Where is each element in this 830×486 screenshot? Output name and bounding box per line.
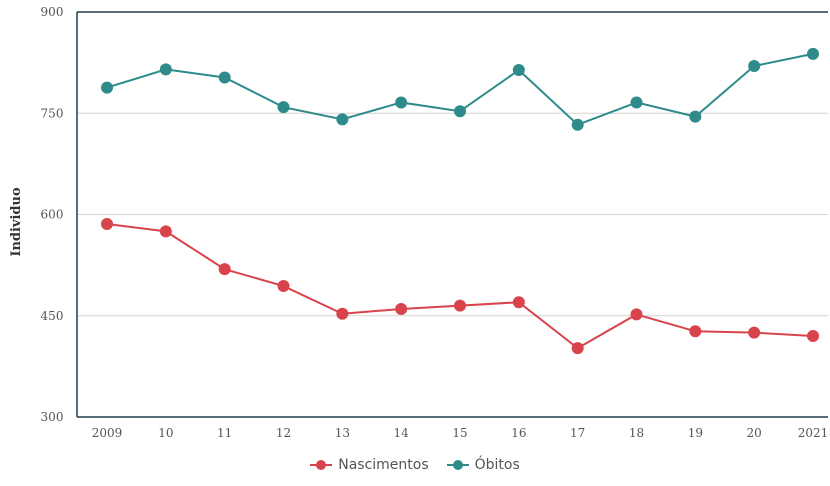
grid-lines	[77, 112, 828, 317]
data-point-nascimentos	[218, 263, 231, 276]
x-tick-label: 19	[688, 426, 703, 440]
legend: Nascimentos Óbitos	[0, 457, 830, 473]
x-tick-label: 18	[629, 426, 644, 440]
x-tick-label: 2021	[798, 426, 829, 440]
data-point-obitos	[395, 96, 408, 109]
data-point-obitos	[336, 113, 349, 126]
data-point-nascimentos	[454, 299, 466, 312]
series-line-nascimentos	[106, 222, 814, 350]
data-point-obitos	[218, 71, 231, 84]
x-tick-label: 15	[452, 426, 467, 440]
x-tick-label: 14	[394, 426, 410, 440]
data-point-nascimentos	[512, 296, 525, 309]
legend-label: Óbitos	[474, 457, 520, 473]
data-point-obitos	[630, 96, 643, 109]
legend-item-obitos[interactable]: Óbitos	[446, 457, 520, 473]
data-point-obitos	[101, 81, 113, 94]
legend-marker-nascimentos	[310, 459, 333, 471]
y-tick-labels: 300 450 600 750 900	[41, 5, 64, 424]
axes	[76, 11, 828, 418]
y-tick-label: 450	[41, 309, 64, 323]
data-point-obitos	[454, 105, 466, 118]
x-tick-label: 10	[158, 426, 173, 440]
data-point-nascimentos	[748, 326, 761, 339]
data-point-obitos	[277, 101, 290, 114]
data-point-nascimentos	[807, 330, 819, 342]
y-tick-label: 750	[41, 106, 64, 120]
x-tick-labels: 2009 10 11 12 13 14 15 16 17 18 19 20 20…	[92, 426, 829, 440]
data-point-nascimentos	[630, 308, 643, 321]
data-point-nascimentos	[689, 325, 702, 338]
y-tick-label: 600	[41, 208, 64, 222]
data-point-nascimentos	[159, 225, 172, 238]
data-point-obitos	[689, 110, 702, 123]
legend-label: Nascimentos	[338, 457, 429, 473]
series	[101, 47, 819, 355]
x-tick-label: 11	[217, 426, 232, 440]
x-tick-label: 17	[570, 426, 585, 440]
legend-marker-obitos	[446, 459, 469, 471]
legend-item-nascimentos[interactable]: Nascimentos	[310, 457, 429, 473]
data-point-obitos	[571, 118, 584, 131]
x-tick-label: 12	[276, 426, 291, 440]
data-point-nascimentos	[336, 307, 349, 320]
data-point-nascimentos	[101, 217, 113, 230]
data-point-obitos	[748, 60, 761, 72]
data-point-obitos	[807, 47, 819, 60]
x-tick-label: 16	[511, 426, 526, 440]
data-point-nascimentos	[395, 303, 408, 315]
y-tick-label: 900	[41, 5, 64, 19]
data-point-obitos	[159, 63, 172, 76]
data-point-obitos	[512, 64, 525, 77]
x-tick-label: 13	[335, 426, 350, 440]
y-axis-title: Individuo	[9, 187, 24, 257]
x-tick-label: 20	[747, 426, 762, 440]
y-tick-label: 300	[41, 410, 64, 424]
x-tick-label: 2009	[92, 426, 123, 440]
data-point-nascimentos	[277, 280, 290, 293]
data-point-nascimentos	[571, 342, 584, 355]
